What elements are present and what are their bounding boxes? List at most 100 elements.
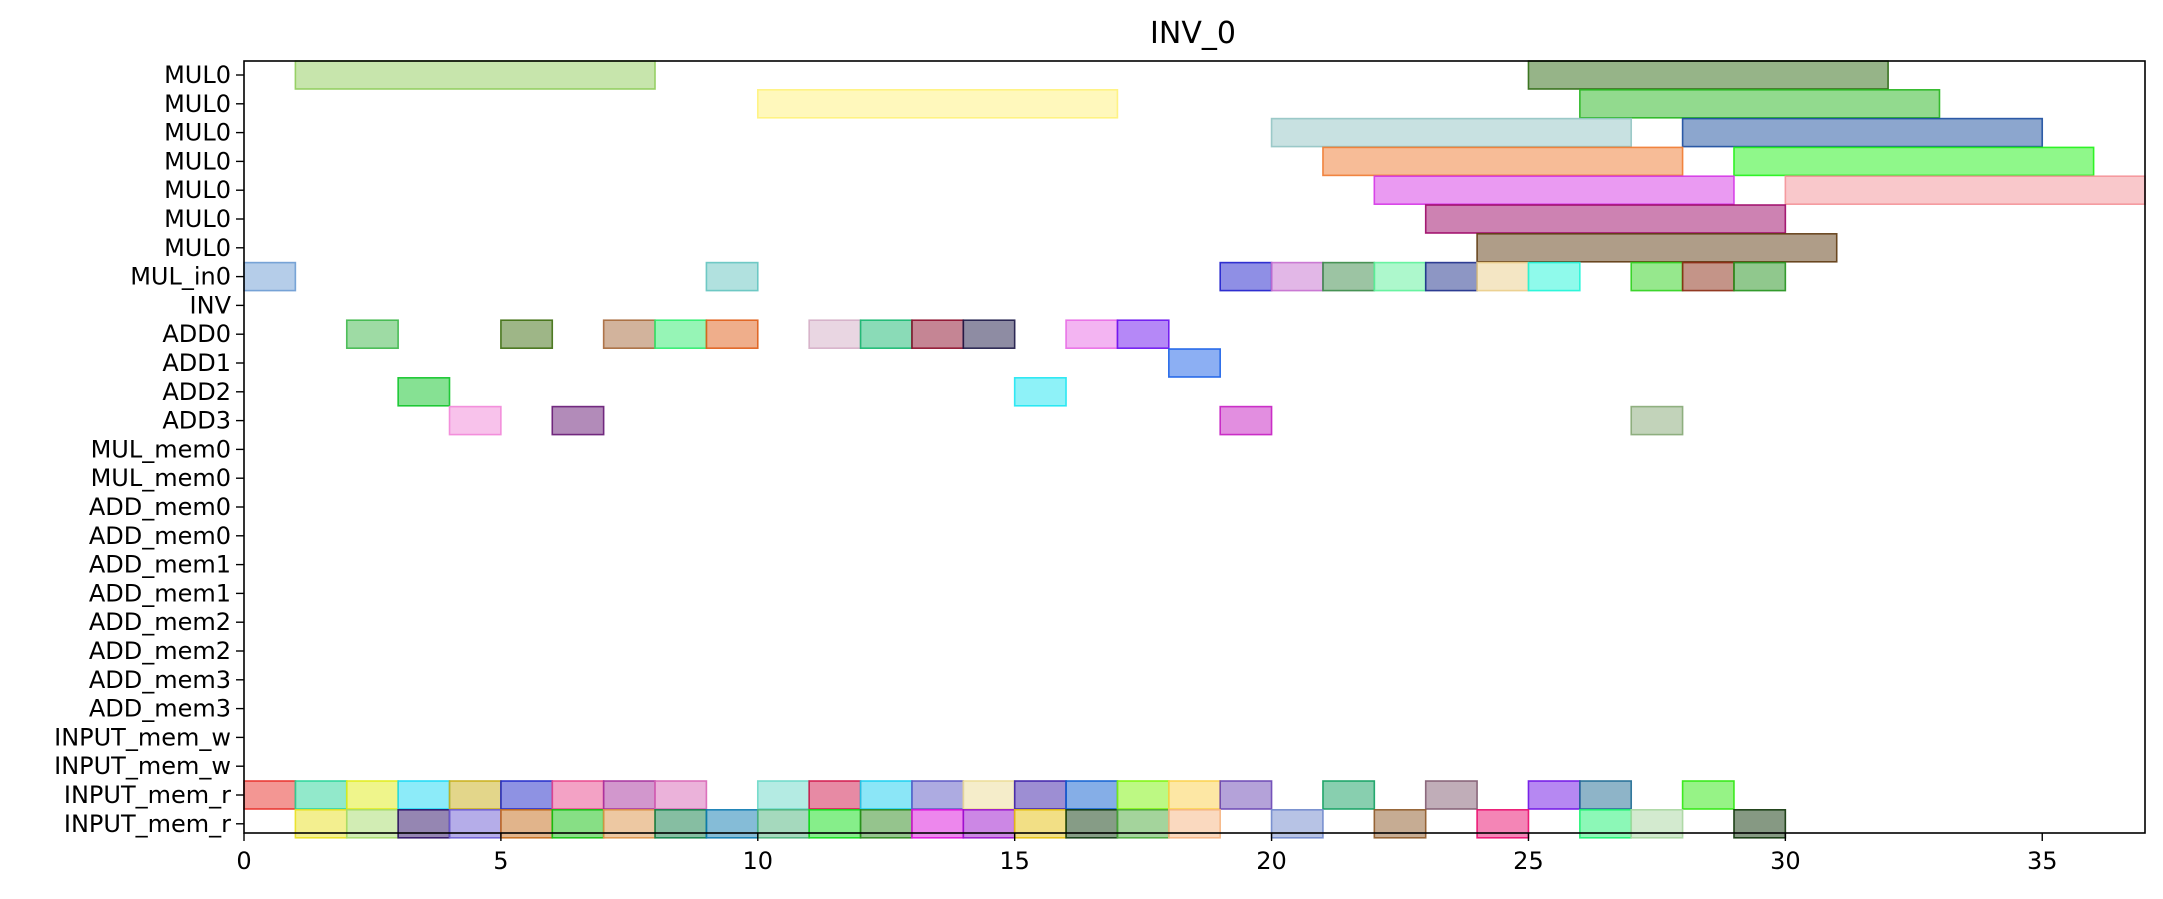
gantt-bar: [1681, 117, 2044, 148]
gantt-bar: [1116, 780, 1170, 810]
y-tick-label: ADD_mem3: [89, 666, 231, 694]
plot-frame: [243, 60, 2146, 834]
gantt-bar: [448, 780, 502, 810]
gantt-bar: [1219, 261, 1273, 292]
y-tick-label: ADD3: [162, 407, 231, 435]
y-tick-label: MUL0: [164, 205, 231, 233]
gantt-bar: [1373, 261, 1427, 292]
gantt-bar: [962, 319, 1016, 350]
gantt-bar: [1630, 405, 1684, 436]
y-tick-label: INPUT_mem_w: [54, 723, 231, 751]
y-tick-label: MUL0: [164, 234, 231, 262]
x-tick-label: 25: [1513, 847, 1544, 875]
y-tick-label: MUL0: [164, 90, 231, 118]
gantt-bar: [1681, 261, 1735, 292]
gantt-bar: [1681, 780, 1735, 810]
gantt-bar: [962, 780, 1016, 810]
y-tick-label: INPUT_mem_w: [54, 752, 231, 780]
gantt-bar: [500, 780, 554, 810]
y-tick-label: INPUT_mem_r: [64, 781, 231, 809]
x-tick-label: 30: [1770, 847, 1801, 875]
gantt-bar: [1733, 146, 2095, 177]
gantt-bar: [294, 60, 656, 90]
y-tick-label: MUL0: [164, 119, 231, 147]
y-tick-label: INV: [190, 291, 232, 319]
gantt-bar: [294, 780, 348, 810]
gantt-bar: [705, 319, 759, 350]
gantt-bar: [243, 780, 297, 810]
y-tick-label: ADD2: [162, 378, 231, 406]
gantt-bar: [1527, 261, 1581, 292]
gantt-bar: [243, 261, 297, 292]
y-tick-label: MUL_mem0: [91, 464, 231, 492]
x-tick-label: 0: [236, 847, 251, 875]
gantt-bar: [500, 319, 554, 350]
y-tick-label: ADD_mem1: [89, 579, 231, 607]
gantt-bar: [1579, 89, 1941, 119]
y-tick-label: ADD_mem2: [89, 637, 231, 665]
gantt-bar: [1219, 405, 1273, 436]
gantt-bar: [1322, 780, 1376, 810]
gantt-bar: [1579, 780, 1633, 810]
y-tick-label: ADD0: [162, 320, 231, 348]
y-tick-label: ADD_mem2: [89, 608, 231, 636]
gantt-bar: [808, 319, 862, 350]
y-tick-label: MUL0: [164, 176, 231, 204]
gantt-bar: [345, 780, 399, 810]
gantt-bar: [448, 405, 502, 436]
x-tick-label: 5: [493, 847, 508, 875]
gantt-bar: [551, 780, 605, 810]
gantt-bar: [1065, 780, 1119, 810]
bars-layer: [243, 60, 2146, 839]
gantt-bar: [1373, 175, 1735, 205]
gantt-bar: [345, 319, 399, 350]
y-tick-label: MUL0: [164, 61, 231, 89]
gantt-bar: [1424, 261, 1478, 292]
y-tick-label: MUL_in0: [130, 263, 231, 291]
gantt-bar: [397, 780, 451, 810]
gantt-bar: [756, 780, 810, 810]
gantt-bar: [602, 780, 656, 810]
gantt-bar: [1168, 780, 1221, 810]
chart-title: INV_0: [1150, 16, 1236, 51]
y-tick-label: ADD_mem0: [89, 493, 231, 521]
y-axis: MUL0MUL0MUL0MUL0MUL0MUL0MUL0MUL_in0INVAD…: [54, 61, 244, 838]
gantt-bar: [1424, 780, 1478, 810]
gantt-bar: [1065, 319, 1119, 350]
gantt-bar: [1013, 376, 1067, 407]
gantt-bar: [1322, 261, 1376, 292]
gantt-bar: [859, 319, 913, 350]
gantt-bar: [1270, 261, 1324, 292]
x-tick-label: 15: [999, 847, 1030, 875]
gantt-bar: [1424, 204, 1787, 234]
y-tick-label: ADD1: [162, 349, 231, 377]
gantt-bar: [1270, 117, 1633, 148]
x-axis: 0 5 10 15 20 25 30 35: [236, 833, 2058, 875]
gantt-bar: [1013, 780, 1067, 810]
gantt-bar: [1784, 175, 2146, 205]
gantt-bar: [1733, 261, 1787, 292]
x-tick-label: 10: [743, 847, 774, 875]
gantt-bar: [602, 319, 656, 350]
gantt-bar: [1527, 780, 1581, 810]
gantt-bar: [654, 319, 708, 350]
gantt-bar: [1116, 319, 1170, 350]
y-tick-label: INPUT_mem_r: [64, 810, 231, 838]
gantt-bar: [808, 780, 862, 810]
y-tick-label: ADD_mem3: [89, 695, 231, 723]
gantt-bar: [1476, 261, 1530, 292]
gantt-bar: [1476, 233, 1838, 263]
gantt-bar: [654, 780, 708, 810]
gantt-bar: [756, 89, 1119, 119]
gantt-bar: [1630, 261, 1684, 292]
gantt-bar: [859, 780, 913, 810]
x-tick-label: 35: [2027, 847, 2058, 875]
y-tick-label: MUL0: [164, 147, 231, 175]
gantt-bar: [1219, 780, 1273, 810]
gantt-bar: [911, 780, 965, 810]
gantt-bar: [705, 261, 759, 292]
gantt-bar: [551, 405, 605, 436]
gantt-bar: [1322, 146, 1684, 177]
